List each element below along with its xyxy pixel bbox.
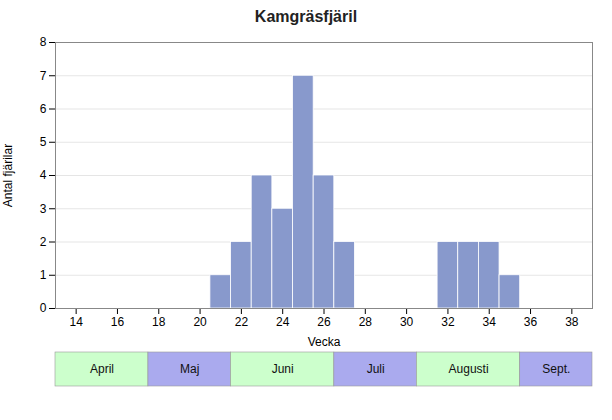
svg-text:Augusti: Augusti [449,362,489,376]
svg-text:38: 38 [565,315,579,329]
svg-text:32: 32 [441,315,455,329]
svg-text:14: 14 [69,315,83,329]
svg-text:1: 1 [40,268,47,282]
svg-text:Juni: Juni [272,362,294,376]
svg-text:22: 22 [235,315,249,329]
svg-text:30: 30 [400,315,414,329]
svg-text:6: 6 [40,102,47,116]
svg-text:8: 8 [40,35,47,49]
svg-text:Vecka: Vecka [308,335,341,349]
svg-text:Sept.: Sept. [542,362,570,376]
svg-text:0: 0 [40,301,47,315]
html-text:Kamgräsfjäril: Kamgräsfjäril [254,8,358,25]
svg-text:16: 16 [111,315,125,329]
svg-text:Antal fjärilar: Antal fjärilar [1,144,15,207]
svg-text:26: 26 [317,315,331,329]
svg-text:34: 34 [483,315,497,329]
svg-text:28: 28 [359,315,373,329]
svg-text:April: April [90,362,114,376]
svg-text:18: 18 [152,315,166,329]
svg-text:Juli: Juli [367,362,385,376]
svg-text:4: 4 [40,168,47,182]
svg-text:Maj: Maj [180,362,199,376]
svg-text:3: 3 [40,202,47,216]
svg-text:20: 20 [193,315,207,329]
svg-text:5: 5 [40,135,47,149]
svg-text:7: 7 [40,69,47,83]
svg-text:36: 36 [524,315,538,329]
svg-text:2: 2 [40,235,47,249]
svg-text:24: 24 [276,315,290,329]
